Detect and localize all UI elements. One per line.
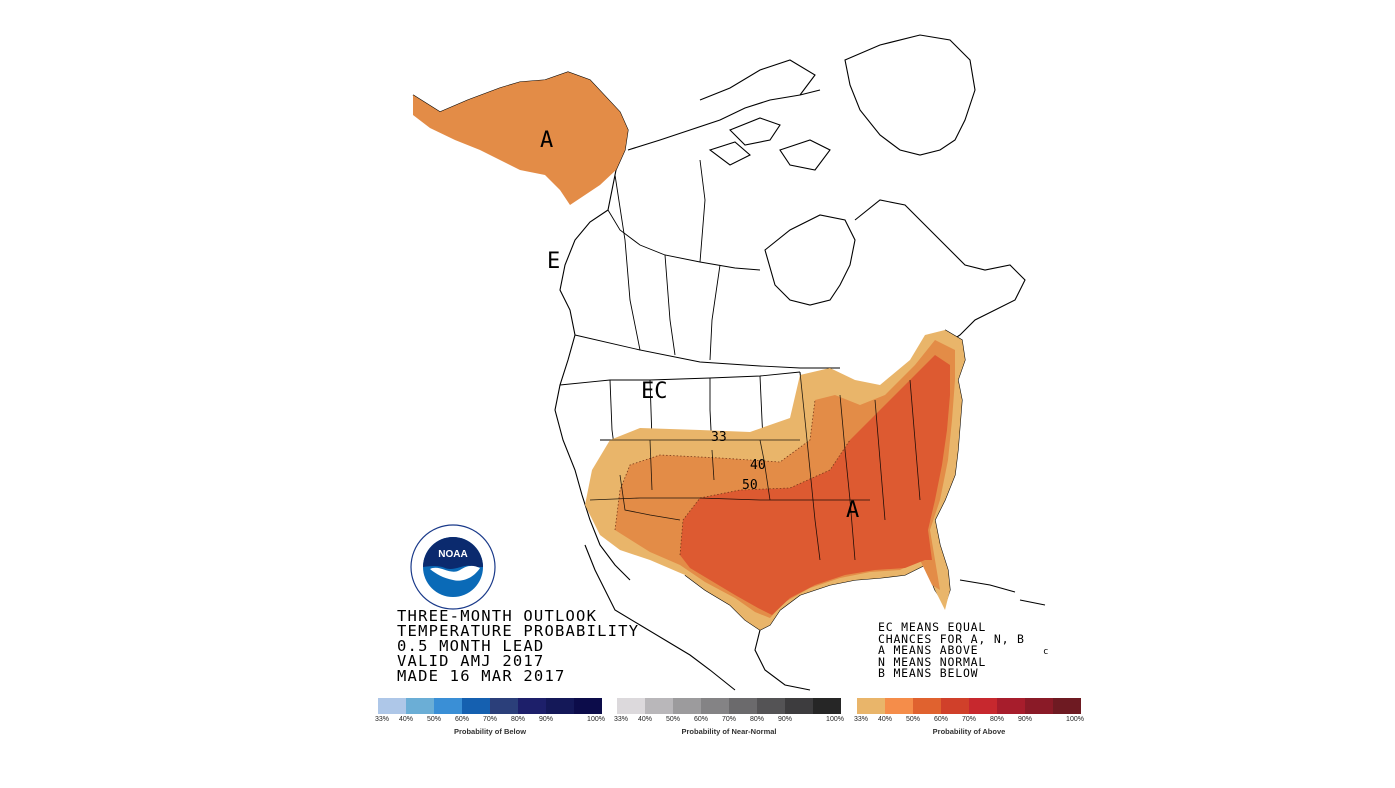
- alaska-above-label: A: [540, 128, 553, 153]
- scale-above-tick: 60%: [933, 716, 949, 723]
- scale-below-tick: 40%: [398, 716, 414, 723]
- scale-swatch: [969, 698, 997, 714]
- alaska-above-region: [413, 72, 628, 205]
- legend-notes: EC MEANS EQUAL CHANCES FOR A, N, B A MEA…: [878, 620, 1058, 680]
- stray-c-label: c: [1043, 647, 1048, 657]
- scale-swatch: [1053, 698, 1081, 714]
- scale-near-normal-ticks: 33% 40% 50% 60% 70% 80% 90% 100%: [613, 715, 844, 727]
- title-line-5: MADE 16 MAR 2017: [397, 667, 566, 685]
- scale-above-tick: 70%: [961, 716, 977, 723]
- probability-shading: [413, 72, 965, 630]
- noaa-logo: NOAA: [410, 524, 496, 610]
- scale-swatch: [462, 698, 490, 714]
- scale-swatch: [406, 698, 434, 714]
- scale-swatch: [885, 698, 913, 714]
- scale-swatch: [941, 698, 969, 714]
- scale-near-normal-tick: 70%: [721, 716, 737, 723]
- scale-above-ticks: 33% 40% 50% 60% 70% 80% 90% 100%: [853, 715, 1084, 727]
- scale-near-normal-tick: 80%: [749, 716, 765, 723]
- scale-above-tick: 33%: [853, 716, 869, 723]
- title-line-2: TEMPERATURE PROBABILITY: [397, 622, 640, 640]
- scale-swatch: [490, 698, 518, 714]
- scale-swatch: [785, 698, 813, 714]
- scale-swatch: [1025, 698, 1053, 714]
- scale-near-normal-tick: 90%: [777, 716, 793, 723]
- scale-above-bar: [857, 698, 1081, 714]
- scale-near-normal-title: Probability of Near-Normal: [681, 727, 777, 736]
- contour-40-label: 40: [750, 458, 766, 473]
- note-line-5: B MEANS BELOW: [878, 666, 979, 680]
- note-line-1: EC MEANS EQUAL: [878, 620, 987, 634]
- note-line-3: A MEANS ABOVE: [878, 643, 979, 657]
- scale-swatch: [701, 698, 729, 714]
- outlook-title-block: THREE-MONTH OUTLOOK TEMPERATURE PROBABIL…: [397, 607, 687, 685]
- scale-swatch: [434, 698, 462, 714]
- scale-near-normal-tick: 40%: [637, 716, 653, 723]
- scale-near-normal: 33% 40% 50% 60% 70% 80% 90% 100% Probability of…: [613, 698, 844, 736]
- contour-33-label: 33: [711, 430, 727, 445]
- contour-lines: [614, 399, 851, 556]
- scale-below-tick: 33%: [374, 716, 390, 723]
- scale-below-ticks: 33% 40% 50% 60% 70% 80% 90% 100%: [374, 715, 605, 727]
- scale-swatch: [378, 698, 406, 714]
- scale-above-title: Probability of Above: [932, 727, 1006, 736]
- scale-swatch: [546, 698, 574, 714]
- scale-near-normal-tick: 33%: [613, 716, 629, 723]
- scale-swatch: [997, 698, 1025, 714]
- scale-near-normal-tick: 60%: [693, 716, 709, 723]
- scale-swatch: [729, 698, 757, 714]
- scale-swatch: [757, 698, 785, 714]
- scale-below-tick: 70%: [482, 716, 498, 723]
- us-above-50-region: [680, 355, 950, 615]
- note-line-4: N MEANS NORMAL: [878, 654, 987, 669]
- scale-above-tick: 90%: [1017, 716, 1033, 723]
- scale-swatch: [857, 698, 885, 714]
- scale-below-tick: 90%: [538, 716, 554, 723]
- title-line-3: 0.5 MONTH LEAD: [397, 637, 545, 655]
- contour-50-label: 50: [742, 478, 758, 493]
- title-line-4: VALID AMJ 2017: [397, 652, 545, 670]
- scale-above-tick: 40%: [877, 716, 893, 723]
- scale-swatch: [913, 698, 941, 714]
- scale-above-tick: 100%: [1066, 716, 1084, 723]
- noaa-logo-text: NOAA: [438, 549, 467, 560]
- scale-swatch: [617, 698, 645, 714]
- scale-swatch: [645, 698, 673, 714]
- ec-bc-label: E: [547, 249, 560, 274]
- scale-above-tick: 50%: [905, 716, 921, 723]
- boundaries-overlay: [589, 371, 921, 561]
- scale-near-normal-bar: [617, 698, 841, 714]
- scale-above: 33% 40% 50% 60% 70% 80% 90% 100% Probability of…: [853, 698, 1084, 736]
- scale-above-tick: 80%: [989, 716, 1005, 723]
- ec-west-label: EC: [641, 379, 668, 404]
- east-above-label: A: [846, 498, 859, 523]
- scale-below-tick: 100%: [587, 716, 605, 723]
- scale-swatch: [673, 698, 701, 714]
- scale-below-tick: 60%: [454, 716, 470, 723]
- scale-swatch: [518, 698, 546, 714]
- scale-below-title: Probability of Below: [453, 727, 527, 736]
- scale-near-normal-tick: 50%: [665, 716, 681, 723]
- scale-below-bar: [378, 698, 602, 714]
- scale-below-tick: 80%: [510, 716, 526, 723]
- scale-below-tick: 50%: [426, 716, 442, 723]
- scale-swatch: [574, 698, 602, 714]
- scale-swatch: [813, 698, 841, 714]
- title-line-1: THREE-MONTH OUTLOOK: [397, 607, 598, 625]
- scale-near-normal-tick: 100%: [826, 716, 844, 723]
- note-line-2: CHANCES FOR A, N, B: [878, 631, 1025, 646]
- scale-below: 33% 40% 50% 60% 70% 80% 90% 100% Probability of…: [374, 698, 605, 736]
